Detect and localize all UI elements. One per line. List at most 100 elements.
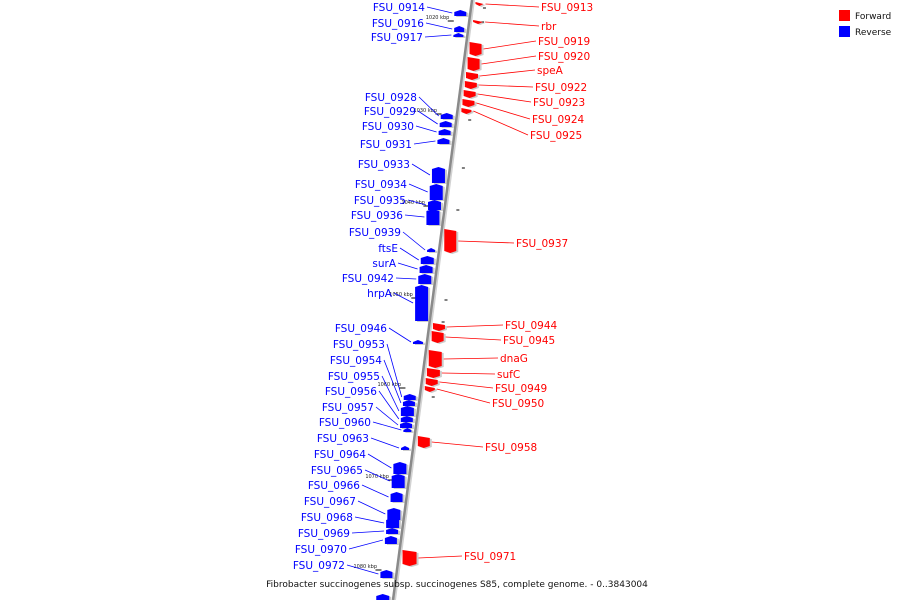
gene-leader-line — [441, 372, 496, 375]
gene-leader-line — [458, 240, 515, 244]
kbp-tick-layer: 1020 kbp 1030 kbp 1040 kbp 1050 kbp 1060 kbp… — [353, 7, 486, 571]
gene-forward — [432, 323, 445, 331]
gene-reverse — [420, 256, 434, 264]
gene-forward — [473, 20, 484, 24]
gene-label-reverse: FSU_0946 — [335, 323, 387, 335]
gene-leader-line — [445, 336, 502, 341]
gene-reverse — [393, 462, 407, 474]
gene-leader-line — [411, 163, 431, 176]
gene-leader-line — [361, 484, 389, 498]
gene-leader-line — [348, 539, 384, 550]
kbp-tick-label: 1020 kbp — [426, 15, 450, 21]
gene-reverse — [387, 508, 401, 520]
gene-label-reverse: FSU_0963 — [317, 433, 369, 445]
gene-label-forward: speA — [537, 65, 564, 77]
gene-reverse — [400, 406, 414, 416]
gene-leader-line — [346, 564, 379, 575]
gene-reverse — [453, 33, 464, 37]
kbp-tick-label: 1040 kbp — [401, 200, 425, 206]
gene-leader-line — [426, 6, 453, 14]
gene-label-forward: FSU_0922 — [535, 82, 587, 94]
kbp-tick-label: 1050 kbp — [389, 292, 413, 298]
gene-label-reverse: FSU_0954 — [330, 355, 382, 367]
gene-leader-line — [424, 34, 452, 38]
gene-label-reverse: surA — [372, 258, 396, 270]
gene-leader-line — [367, 453, 392, 469]
gene-leader-line — [375, 406, 399, 426]
gene-leader-line — [477, 93, 532, 103]
gene-leader-line — [485, 21, 540, 27]
gene-leader-line — [446, 324, 504, 328]
gene-layer — [376, 2, 486, 600]
gene-reverse — [428, 200, 442, 210]
legend: Forward Reverse — [839, 10, 892, 38]
gene-leader-line — [393, 292, 414, 304]
gene-label-forward: FSU_0958 — [485, 442, 537, 454]
gene-label-forward: dnaG — [500, 353, 528, 365]
gene-label-reverse: FSU_0970 — [295, 544, 347, 556]
gene-leader-line — [439, 381, 494, 389]
gene-reverse — [384, 536, 397, 544]
gene-leader-line — [418, 555, 463, 559]
gene-label-forward: FSU_0924 — [532, 114, 584, 126]
gene-forward — [467, 57, 480, 71]
gene-label-reverse: FSU_0956 — [325, 386, 377, 398]
gene-leader-line — [378, 390, 400, 420]
backbone-shadow — [393, 0, 475, 600]
gene-leader-line — [372, 421, 402, 431]
gene-reverse — [426, 209, 440, 225]
gene-leader-line — [417, 110, 438, 125]
gene-label-reverse: FSU_0964 — [314, 449, 366, 461]
gene-label-forward: FSU_0937 — [516, 238, 568, 250]
gene-leader-line — [397, 262, 418, 270]
gene-reverse — [380, 570, 393, 578]
gene-label-forward: FSU_0913 — [541, 2, 593, 14]
gene-label-reverse: FSU_0966 — [308, 480, 360, 492]
gene-reverse — [440, 113, 453, 119]
gene-leader-line — [370, 437, 400, 449]
gene-reverse — [403, 394, 416, 400]
gene-label-forward: FSU_0971 — [464, 551, 516, 563]
gene-label-reverse: FSU_0965 — [311, 465, 363, 477]
gene-leader-line — [354, 516, 385, 524]
gene-label-reverse: FSU_0916 — [372, 18, 424, 30]
gene-leader-line — [479, 69, 536, 77]
gene-label-reverse: FSU_0933 — [358, 159, 410, 171]
gene-leader-line — [476, 102, 531, 120]
gene-label-reverse: FSU_0930 — [362, 121, 414, 133]
gene-leader-line — [408, 183, 428, 193]
gene-leader-line — [395, 277, 417, 280]
gene-label-reverse: FSU_0969 — [298, 528, 350, 540]
gene-forward — [426, 368, 440, 378]
gene-forward — [417, 436, 430, 448]
gene-leader-line — [399, 247, 419, 261]
gene-forward — [444, 229, 457, 253]
gene-reverse — [415, 285, 429, 321]
gene-label-forward: FSU_0949 — [495, 383, 547, 395]
gene-reverse — [454, 26, 465, 32]
gene-leader-line — [388, 327, 412, 343]
gene-leader-line — [483, 40, 537, 50]
gene-label-reverse: FSU_0935 — [354, 195, 406, 207]
gene-label-reverse: FSU_0934 — [355, 179, 407, 191]
genome-caption: Fibrobacter succinogenes subsp. succinog… — [266, 580, 648, 590]
gene-reverse — [412, 340, 423, 344]
gene-reverse — [390, 492, 403, 502]
gene-leader-line — [431, 441, 484, 448]
gene-reverse — [419, 265, 433, 273]
kbp-tick-label: 1080 kbp — [353, 564, 377, 570]
gene-forward — [462, 99, 475, 107]
gene-label-forward: FSU_0944 — [505, 320, 557, 332]
gene-reverse — [431, 167, 445, 183]
backbone-layer — [391, 0, 475, 600]
gene-reverse — [401, 446, 410, 450]
gene-label-forward: FSU_0925 — [530, 130, 582, 142]
gene-label-reverse: FSU_0957 — [322, 402, 374, 414]
gene-leader-line — [415, 125, 437, 133]
gene-reverse — [386, 528, 399, 534]
gene-leader-line — [436, 388, 491, 404]
gene-forward — [469, 42, 482, 56]
gene-forward — [424, 386, 435, 392]
